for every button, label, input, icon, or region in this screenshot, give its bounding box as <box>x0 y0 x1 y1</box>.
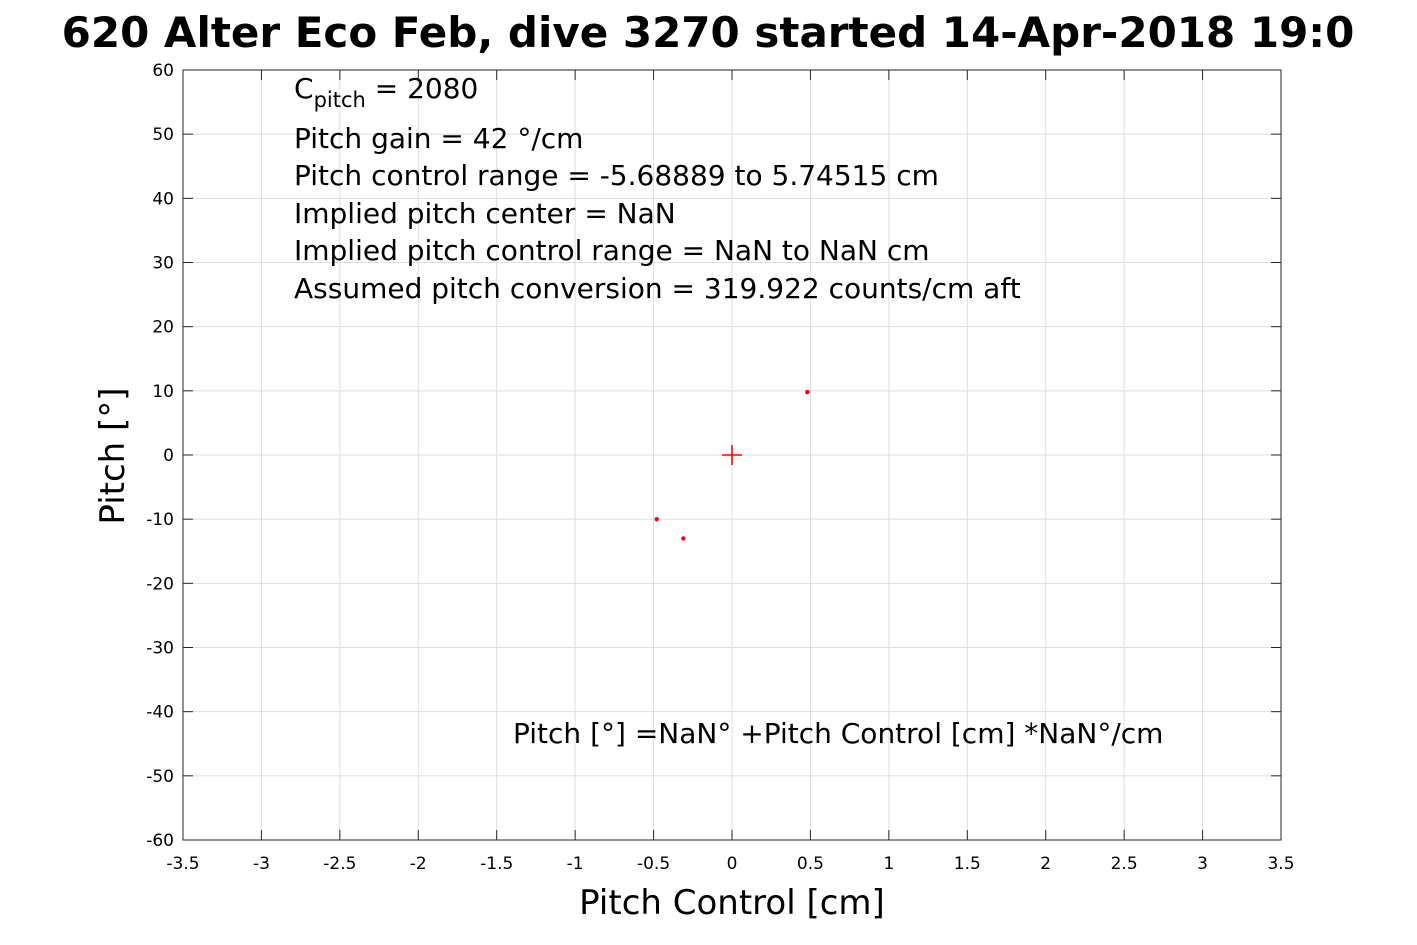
annotation-c-pitch-subscript: pitch <box>314 88 366 112</box>
x-tick-label: -1.5 <box>480 854 513 874</box>
x-tick-label: 2 <box>1040 854 1051 874</box>
annotation-assumed-pitch-conversion: Assumed pitch conversion = 319.922 count… <box>294 272 1021 305</box>
annotation-c-pitch-symbol: C <box>294 72 314 105</box>
x-tick-label: 1.5 <box>954 854 981 874</box>
x-tick-label: 1 <box>883 854 894 874</box>
y-tick-label: 10 <box>152 382 174 402</box>
y-tick-label: -50 <box>146 767 174 787</box>
y-tick-label: -40 <box>146 703 174 723</box>
x-tick-label: -0.5 <box>637 854 670 874</box>
x-tick-label: -3 <box>253 854 270 874</box>
annotation-pitch-gain: Pitch gain = 42 °/cm <box>294 122 583 155</box>
data-point <box>681 536 686 541</box>
data-point <box>654 516 659 522</box>
y-tick-label: 40 <box>152 189 174 209</box>
y-tick-label: -10 <box>146 510 174 530</box>
x-tick-label: -2 <box>410 854 427 874</box>
annotation-block: Cpitch = 2080 Pitch gain = 42 °/cm Pitch… <box>294 72 1021 305</box>
data-points <box>654 389 810 541</box>
axis-ticks: -3.5 -3 -2.5 -2 -1.5 -1 -0.5 0 0.5 1 1.5 2 2.5 3 3.5 -6… <box>146 61 1294 874</box>
x-tick-label: 3.5 <box>1267 854 1294 874</box>
x-tick-label: -1 <box>567 854 584 874</box>
center-plus-marker <box>722 445 742 465</box>
y-tick-label: 50 <box>152 125 174 145</box>
x-tick-label: 0 <box>727 854 738 874</box>
annotation-pitch-control-range: Pitch control range = -5.68889 to 5.7451… <box>294 159 939 192</box>
y-tick-label: 20 <box>152 318 174 338</box>
y-tick-label: 0 <box>163 446 174 466</box>
x-axis-label: Pitch Control [cm] <box>579 883 885 923</box>
x-tick-label: -3.5 <box>166 854 199 874</box>
annotation-implied-pitch-center: Implied pitch center = NaN <box>294 197 676 230</box>
grid-lines <box>182 69 1282 841</box>
y-tick-label: -60 <box>146 831 174 851</box>
x-tick-label: 0.5 <box>797 854 824 874</box>
x-tick-label: 2.5 <box>1111 854 1138 874</box>
y-tick-label: -30 <box>146 639 174 659</box>
y-tick-label: 60 <box>152 61 174 81</box>
data-point <box>805 389 810 395</box>
annotation-implied-pitch-control-range: Implied pitch control range = NaN to NaN… <box>294 234 930 267</box>
annotation-c-pitch-value: = 2080 <box>366 72 479 105</box>
x-tick-label: -2.5 <box>323 854 356 874</box>
annotation-c-pitch: Cpitch = 2080 <box>294 72 478 112</box>
fit-equation: Pitch [°] =NaN° +Pitch Control [cm] *NaN… <box>513 717 1163 750</box>
y-tick-label: 30 <box>152 254 174 274</box>
y-tick-label: -20 <box>146 574 174 594</box>
x-tick-label: 3 <box>1197 854 1208 874</box>
y-axis-label: Pitch [°] <box>93 387 133 524</box>
chart-title: 620 Alter Eco Feb, dive 3270 started 14-… <box>62 8 1355 57</box>
